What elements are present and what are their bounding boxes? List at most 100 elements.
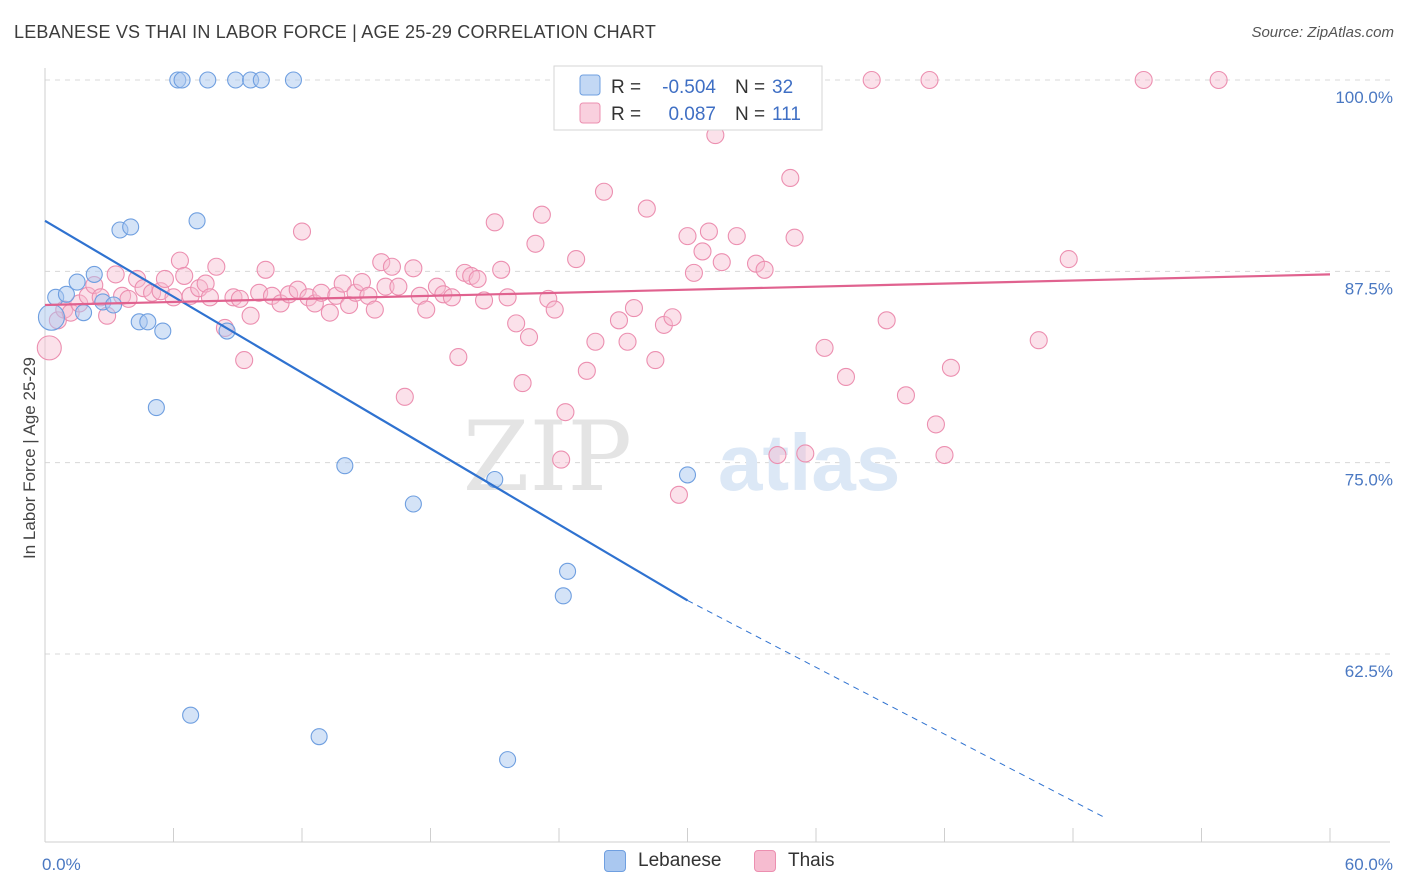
watermark: ZIP atlas — [463, 401, 901, 513]
thai-point — [796, 444, 815, 463]
legend-r-value: 0.087 — [668, 104, 716, 125]
thai-point — [170, 251, 189, 270]
thai-point — [119, 289, 138, 308]
thai-point — [836, 367, 856, 386]
thai-point — [920, 70, 939, 90]
thai-point — [507, 314, 526, 333]
thai-point — [693, 242, 712, 261]
thai-point — [935, 445, 954, 465]
thai-point — [207, 257, 226, 276]
thai-point — [474, 291, 494, 310]
thai-point — [586, 332, 605, 351]
thai-point — [519, 328, 539, 347]
legend-n-value: 32 — [772, 77, 793, 98]
thai-point — [567, 250, 586, 269]
thai-point — [624, 299, 644, 318]
thai-point — [532, 205, 551, 224]
thai-point — [389, 277, 408, 296]
thai-point — [417, 300, 436, 319]
thai-point — [556, 403, 575, 422]
thai-point — [755, 260, 774, 279]
lebanese-point — [252, 71, 270, 89]
legend-swatch-thai — [579, 102, 601, 124]
bottom-legend: Lebanese Thais — [0, 850, 1406, 880]
thai-trend-line — [44, 273, 1331, 307]
thai-point — [492, 260, 511, 279]
thai-point — [539, 289, 558, 308]
lebanese-point — [227, 71, 245, 89]
thai-point — [684, 263, 703, 282]
thai-point — [678, 227, 697, 246]
thai-point — [618, 332, 637, 351]
thai-point — [699, 222, 718, 241]
lebanese-trend-extension — [687, 599, 1106, 819]
bottom-legend-label: Thais — [788, 850, 835, 871]
thai-point — [1059, 250, 1078, 269]
x-tick-label: 0.0% — [42, 855, 81, 874]
thai-point — [442, 288, 461, 307]
thai-point — [320, 303, 339, 322]
bottom-legend-lebanese: Lebanese — [604, 850, 721, 872]
thai-point — [781, 168, 800, 188]
lebanese-point — [68, 273, 86, 291]
thai-point — [175, 266, 194, 285]
legend-swatch-lebanese — [579, 74, 601, 96]
thai-point — [815, 338, 834, 357]
thai-point — [1134, 70, 1153, 90]
lebanese-point — [486, 470, 504, 489]
lebanese-point — [404, 495, 422, 513]
lebanese-point — [199, 71, 217, 89]
thai-point — [382, 257, 402, 276]
lebanese-point — [139, 313, 157, 331]
watermark-atlas: atlas — [718, 418, 900, 507]
thai-point — [376, 277, 395, 296]
y-tick-label: 100.0% — [1335, 88, 1393, 107]
lebanese-trend-line — [44, 219, 689, 602]
lebanese-points — [37, 71, 697, 769]
thai-point — [926, 415, 945, 434]
thai-point — [552, 450, 571, 469]
thai-point — [498, 288, 517, 307]
thai-point — [609, 311, 629, 330]
thai-point — [365, 300, 384, 319]
thai-point — [877, 311, 896, 330]
lebanese-point — [154, 322, 172, 340]
y-tick-label: 75.0% — [1345, 471, 1393, 490]
lebanese-point — [122, 218, 140, 236]
thai-point — [941, 358, 960, 377]
bottom-legend-swatch-thai — [754, 850, 776, 872]
thai-point — [727, 227, 746, 246]
y-tick-label: 87.5% — [1345, 279, 1393, 298]
thai-point — [646, 351, 665, 370]
thai-point — [896, 386, 916, 405]
thai-point — [577, 361, 596, 380]
bottom-legend-label: Lebanese — [638, 850, 722, 871]
lebanese-point — [104, 296, 123, 314]
lebanese-point — [57, 285, 75, 303]
legend-n-label: N = — [735, 77, 765, 98]
legend-r-label: R = — [611, 77, 641, 98]
lebanese-point — [85, 265, 103, 283]
watermark-zip: ZIP — [463, 401, 632, 513]
legend-r-value: -0.504 — [662, 77, 716, 98]
x-tick-label: 60.0% — [1345, 855, 1393, 874]
lebanese-point — [559, 562, 577, 580]
lebanese-point — [336, 457, 354, 475]
thai-point — [200, 288, 219, 307]
lebanese-point — [37, 303, 65, 331]
thai-point — [513, 374, 532, 393]
thai-point — [372, 253, 391, 272]
y-axis-title: In Labor Force | Age 25-29 — [20, 357, 39, 559]
lebanese-point — [147, 399, 165, 417]
legend-n-value: 111 — [772, 104, 801, 125]
lebanese-point — [173, 71, 191, 89]
thai-point — [395, 387, 414, 406]
lebanese-point — [75, 304, 93, 322]
thai-point — [663, 308, 682, 327]
lebanese-point — [310, 728, 328, 746]
y-tick-label: 62.5% — [1345, 662, 1393, 681]
thai-point — [637, 199, 656, 218]
thai-point — [241, 306, 260, 325]
legend: R = -0.504 N = 32 R = 0.087 N = 111 — [553, 65, 823, 131]
